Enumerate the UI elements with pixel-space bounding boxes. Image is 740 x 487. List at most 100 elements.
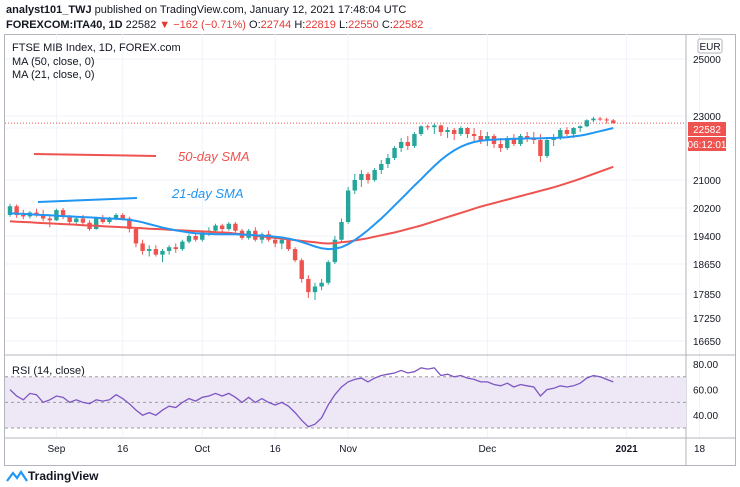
candle-body[interactable] [40, 214, 46, 219]
candle-body[interactable] [511, 138, 517, 144]
high-value: 22819 [305, 19, 336, 31]
currency-badge[interactable] [697, 38, 723, 54]
candle-body[interactable] [505, 138, 510, 148]
candle-body[interactable] [518, 136, 523, 144]
candle-body[interactable] [345, 190, 351, 223]
candle-body[interactable] [372, 170, 377, 180]
candle-body[interactable] [604, 119, 609, 121]
candle-body[interactable] [339, 222, 344, 240]
candle-body[interactable] [153, 249, 159, 255]
candle-body[interactable] [498, 144, 503, 148]
candle-body[interactable] [312, 286, 318, 293]
candle-body[interactable] [538, 140, 543, 156]
candle-body[interactable] [133, 229, 139, 244]
candle-body[interactable] [584, 120, 590, 127]
candle-body[interactable] [611, 120, 616, 124]
open-value: 22744 [260, 19, 292, 31]
candle-body[interactable] [332, 239, 338, 263]
price-axis-tick: 17250 [693, 314, 721, 325]
candle-body[interactable] [160, 250, 165, 255]
candle-body[interactable] [577, 126, 583, 128]
candle-body[interactable] [279, 239, 285, 244]
candle-body[interactable] [34, 212, 39, 215]
candle-body[interactable] [140, 243, 145, 251]
candle-body[interactable] [100, 217, 106, 222]
candle-body[interactable] [558, 130, 563, 138]
rsi-series-line[interactable] [9, 367, 614, 428]
candle-body[interactable] [359, 174, 364, 180]
candle-body[interactable] [292, 249, 298, 261]
drawn-21-day-line[interactable] [37, 197, 138, 203]
candle-body[interactable] [7, 206, 13, 215]
ma50-line[interactable] [9, 165, 614, 245]
candle-body[interactable] [93, 217, 99, 229]
legend-ma21[interactable]: MA (21, close, 0) [12, 69, 95, 81]
candle-body[interactable] [485, 136, 490, 140]
symbol-name[interactable]: FOREXCOM:ITA40, 1D [6, 19, 123, 31]
candle-body[interactable] [306, 279, 311, 293]
candle-body[interactable] [425, 126, 430, 128]
candle-body[interactable] [445, 130, 450, 132]
candle-body[interactable] [14, 206, 19, 215]
candle-body[interactable] [67, 216, 72, 222]
candle-body[interactable] [478, 136, 483, 140]
candle-body[interactable] [299, 260, 304, 279]
candle-body[interactable] [379, 164, 384, 170]
candle-body[interactable] [286, 239, 291, 250]
candle-body[interactable] [47, 218, 52, 221]
candle-body[interactable] [458, 128, 464, 134]
rsi-axis-tick: 40.00 [693, 411, 718, 422]
candle-body[interactable] [597, 118, 603, 120]
candle-body[interactable] [432, 125, 437, 128]
candle-body[interactable] [319, 282, 324, 287]
time-axis-tick: Nov [339, 444, 357, 455]
candle-body[interactable] [471, 134, 477, 136]
candle-body[interactable] [173, 247, 178, 250]
tradingview-brand[interactable]: TradingView [28, 469, 99, 483]
candle-body[interactable] [213, 225, 218, 231]
candle-body[interactable] [80, 218, 86, 223]
candle-body[interactable] [571, 128, 576, 134]
candle-body[interactable] [147, 249, 152, 251]
candle-body[interactable] [107, 218, 112, 223]
ma21-line[interactable] [9, 127, 614, 251]
candle-body[interactable] [465, 128, 470, 134]
candle-body[interactable] [180, 241, 185, 250]
candle-body[interactable] [166, 247, 172, 251]
candle-body[interactable] [233, 223, 238, 231]
candle-body[interactable] [193, 236, 198, 240]
candle-body[interactable] [418, 126, 424, 134]
candle-body[interactable] [544, 140, 550, 156]
candle-body[interactable] [326, 262, 331, 283]
candle-body[interactable] [398, 142, 404, 148]
candle-body[interactable] [564, 130, 570, 134]
candle-body[interactable] [352, 180, 357, 191]
candle-body[interactable] [438, 125, 444, 132]
chart-canvas[interactable]: 2500023000223002100020200194001865017850… [0, 0, 740, 466]
candle-body[interactable] [60, 210, 66, 217]
candle-body[interactable] [226, 223, 231, 229]
price-axis-tick: 25000 [693, 55, 721, 66]
candle-body[interactable] [273, 239, 278, 244]
candle-body[interactable] [219, 225, 225, 230]
candle-body[interactable] [200, 232, 205, 240]
candle-body[interactable] [21, 215, 26, 217]
candle-body[interactable] [127, 218, 132, 230]
drawn-50-day-line[interactable] [33, 153, 157, 157]
candle-body[interactable] [524, 136, 530, 138]
candle-body[interactable] [113, 215, 119, 219]
candle-body[interactable] [392, 148, 397, 158]
candle-body[interactable] [591, 118, 596, 121]
candle-body[interactable] [186, 236, 192, 242]
candle-body[interactable] [365, 174, 371, 180]
rsi-label[interactable]: RSI (14, close) [12, 365, 85, 377]
candle-body[interactable] [412, 134, 417, 146]
candle-body[interactable] [120, 215, 125, 219]
candle-body[interactable] [405, 142, 410, 146]
publisher-name[interactable]: analyst101_TWJ [6, 4, 92, 16]
annotation-21-day-sma: 21-day SMA [171, 186, 244, 201]
candle-body[interactable] [452, 130, 457, 134]
candle-body[interactable] [74, 218, 79, 223]
legend-ma50[interactable]: MA (50, close, 0) [12, 56, 95, 68]
candle-body[interactable] [385, 158, 391, 164]
